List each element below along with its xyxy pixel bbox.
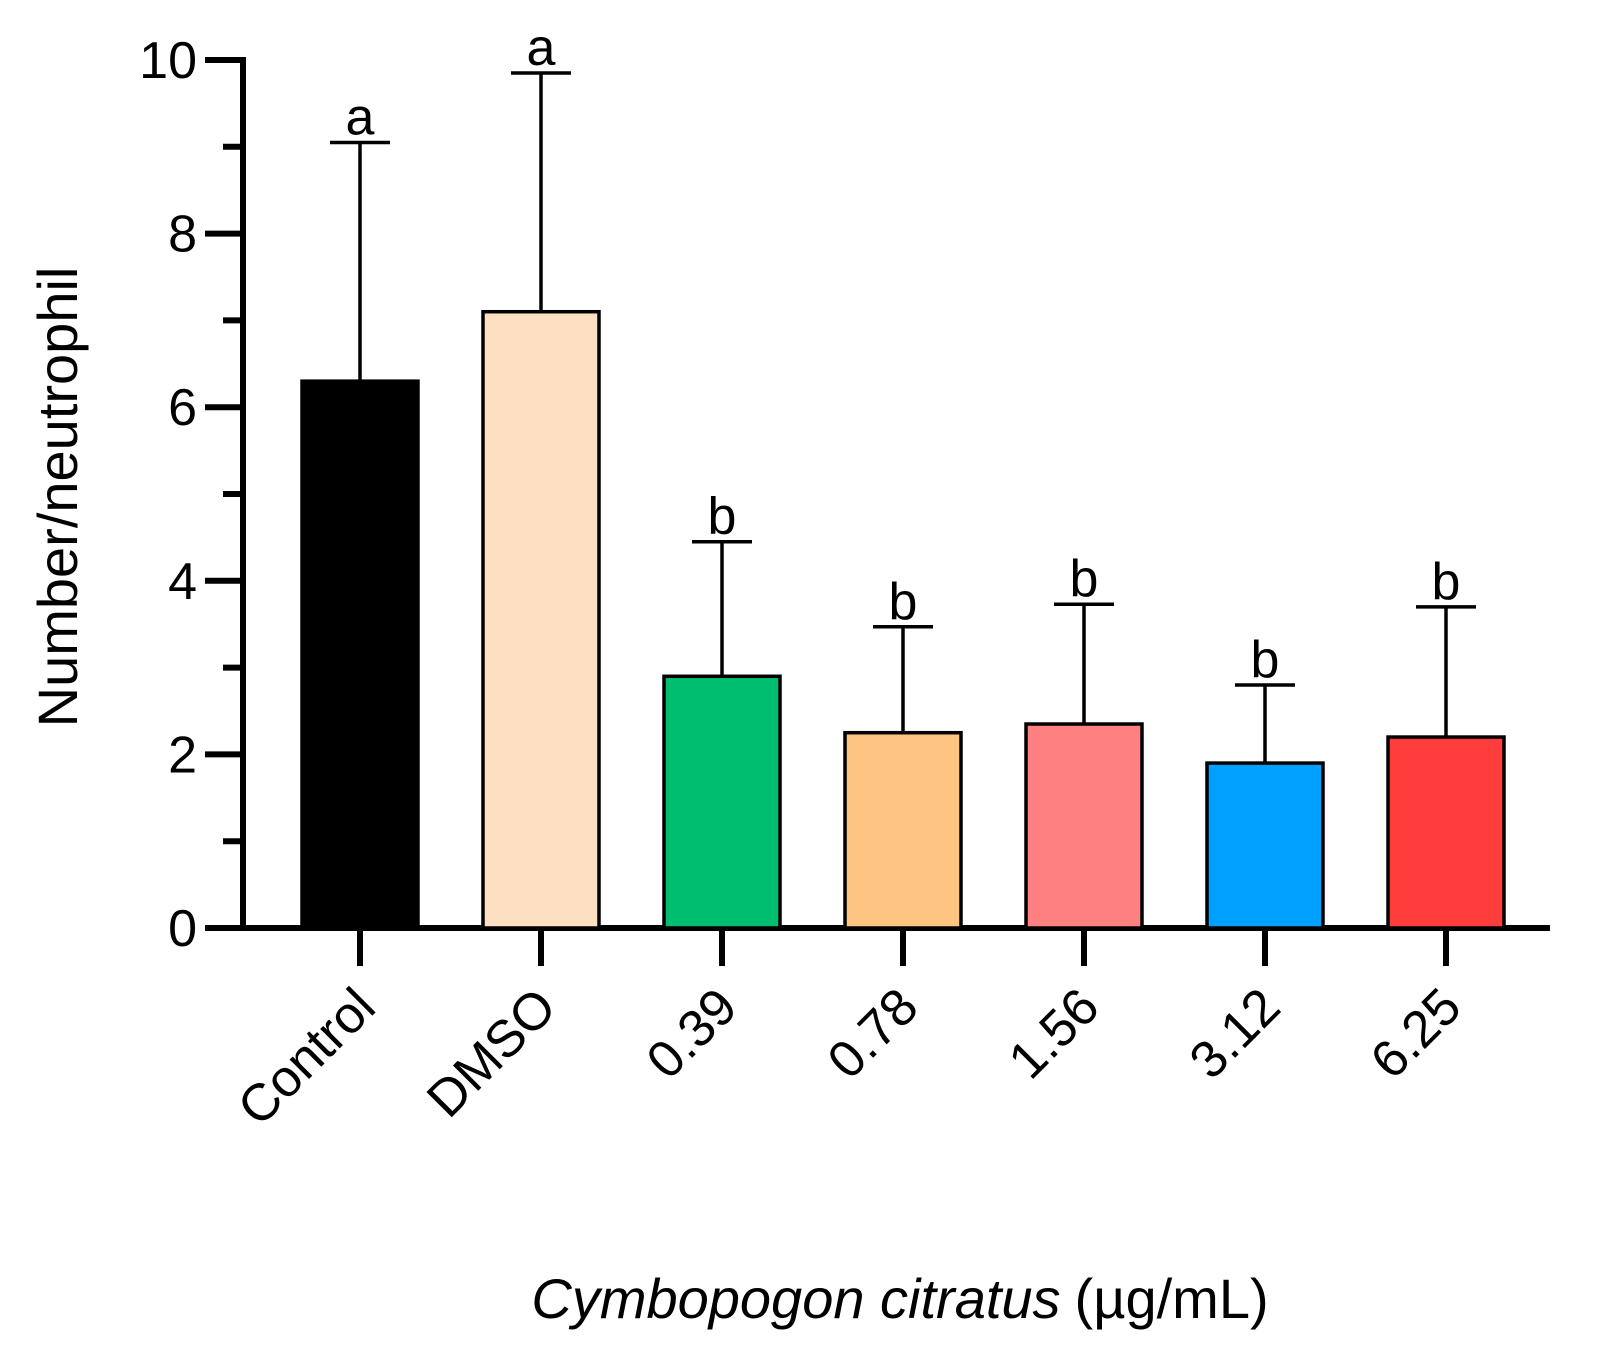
bars (300, 309, 1506, 930)
y-axis-label: Number/neutrophil (26, 267, 89, 728)
y-tick-label: 10 (139, 32, 197, 90)
y-tick-label: 6 (168, 379, 197, 437)
bar-1.56 (1024, 722, 1144, 930)
significance-letter: a (527, 19, 556, 77)
category-label: 1.56 (998, 977, 1111, 1090)
significance-letter: b (708, 488, 737, 546)
category-label: 3.12 (1179, 977, 1292, 1090)
category-label: 6.25 (1360, 977, 1473, 1090)
category-label: DMSO (416, 977, 567, 1128)
bar-0.39 (662, 674, 782, 930)
significance-letter: b (1070, 550, 1099, 608)
x-axis-label-species: Cymbopogon citratus (531, 1267, 1060, 1330)
x-axis-label-unit: (µg/mL) (1075, 1267, 1269, 1330)
error-bars (330, 71, 1476, 764)
bar-DMSO (481, 309, 601, 930)
significance-letters: a a b b b b b (346, 19, 1461, 689)
x-axis-label: Cymbopogon citratus (µg/mL) (531, 1267, 1268, 1330)
bar-Control (300, 379, 420, 930)
category-label: 0.39 (636, 977, 749, 1090)
y-tick-label: 0 (168, 900, 197, 958)
y-tick-label: 4 (168, 553, 197, 611)
y-tick-label: 2 (168, 726, 197, 784)
y-tick-label: 8 (168, 206, 197, 264)
significance-letter: b (1251, 631, 1280, 689)
x-axis (240, 925, 1550, 966)
significance-letter: a (346, 88, 375, 146)
significance-letter: b (889, 573, 918, 631)
significance-letter: b (1432, 553, 1461, 611)
category-label: 0.78 (817, 977, 930, 1090)
y-axis: 0 2 4 6 8 10 (139, 32, 246, 958)
bar-3.12 (1205, 761, 1325, 930)
bar-0.78 (843, 730, 963, 930)
category-labels: Control DMSO 0.39 0.78 1.56 3.12 6.25 (227, 977, 1473, 1137)
bar-6.25 (1386, 735, 1506, 930)
category-label: Control (227, 977, 387, 1137)
